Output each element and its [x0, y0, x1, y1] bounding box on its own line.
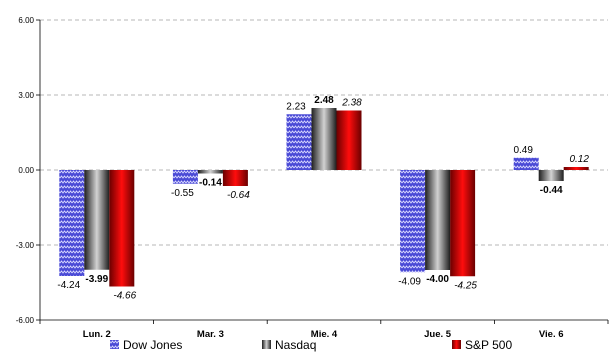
bar-nasdaq — [538, 170, 564, 181]
data-label: 2.23 — [286, 101, 306, 112]
x-tick-label: Vie. 6 — [539, 329, 564, 340]
data-label: -0.55 — [171, 188, 194, 199]
bar-dow-jones — [286, 114, 312, 170]
data-label: -0.44 — [540, 185, 563, 196]
y-tick-label: 3.00 — [18, 91, 34, 100]
x-tick-label: Jue. 5 — [424, 329, 452, 340]
data-label: 0.12 — [569, 154, 589, 165]
data-label: -4.25 — [454, 280, 477, 291]
bar-s-p-500 — [336, 110, 362, 170]
bar-s-p-500 — [450, 170, 476, 277]
legend-swatch — [110, 340, 119, 349]
legend-label: Nasdaq — [275, 338, 316, 352]
x-tick-label: Mar. 3 — [197, 329, 224, 340]
data-label: -4.66 — [113, 291, 136, 302]
data-label: -4.00 — [426, 274, 449, 285]
data-label: -4.09 — [398, 276, 421, 287]
bar-dow-jones — [400, 170, 426, 273]
bar-nasdaq — [197, 170, 223, 174]
data-label: -3.99 — [85, 274, 108, 285]
data-label: 0.49 — [513, 145, 533, 156]
bar-nasdaq — [425, 170, 451, 270]
data-label: -0.64 — [227, 190, 250, 201]
bar-dow-jones — [59, 170, 85, 276]
legend-label: Dow Jones — [123, 338, 182, 352]
data-label: 2.38 — [341, 98, 362, 109]
bar-dow-jones — [513, 157, 539, 170]
legend-swatch — [262, 340, 271, 349]
bar-nasdaq — [311, 108, 337, 170]
y-tick-label: -3.00 — [16, 241, 35, 250]
bar-nasdaq — [84, 170, 110, 270]
y-tick-label: -6.00 — [16, 316, 35, 325]
bar-s-p-500 — [222, 170, 248, 186]
legend-swatch — [452, 340, 461, 349]
y-tick-label: 6.00 — [18, 16, 34, 25]
data-label: -4.24 — [57, 280, 80, 291]
bar-s-p-500 — [563, 167, 589, 170]
data-label: 2.48 — [314, 95, 334, 106]
bar-s-p-500 — [109, 170, 135, 287]
x-tick-label: Mie. 4 — [311, 329, 338, 340]
data-label: -0.14 — [199, 178, 222, 189]
y-tick-label: 0.00 — [18, 166, 34, 175]
bar-dow-jones — [172, 170, 198, 184]
legend-label: S&P 500 — [465, 338, 512, 352]
x-tick-label: Lun. 2 — [83, 329, 111, 340]
